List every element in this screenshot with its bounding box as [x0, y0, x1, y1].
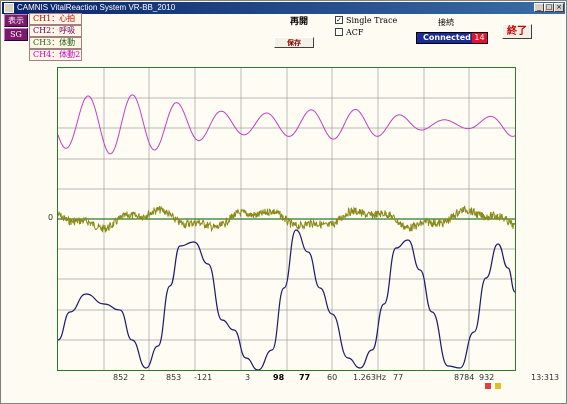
- bottom-readout-10: 8784: [454, 373, 475, 382]
- bottom-readout-11: 932: [479, 373, 495, 382]
- status-text: Connected: [423, 33, 471, 42]
- status-count: 14: [472, 33, 487, 43]
- waveform-svg: [57, 68, 516, 371]
- display-button[interactable]: 表示: [4, 14, 28, 27]
- bottom-readout-7: 60: [327, 373, 338, 382]
- channel-2-label[interactable]: CH2：呼吸: [29, 25, 82, 37]
- save-button[interactable]: 保存: [274, 37, 314, 48]
- red-indicator: [485, 383, 491, 389]
- acf-label: ACF: [346, 28, 364, 37]
- close-button[interactable]: ×: [554, 3, 564, 12]
- ch2-waveform: [57, 229, 516, 371]
- channel-4-label[interactable]: CH4：体動2: [29, 49, 82, 61]
- channel-3-label[interactable]: CH3：体動: [29, 37, 82, 49]
- ch3-waveform: [57, 205, 516, 233]
- ch4-waveform: [57, 94, 516, 155]
- app-icon: [4, 3, 14, 13]
- bottom-readout-9: 77: [393, 373, 404, 382]
- bottom-readout-5: 98: [273, 373, 285, 382]
- acf-checkbox[interactable]: [335, 28, 343, 36]
- bottom-readout-3: -121: [194, 373, 213, 382]
- bottom-readout-2: 853: [166, 373, 182, 382]
- restart-button[interactable]: 再開: [289, 17, 308, 27]
- single-trace-label: Single Trace: [346, 16, 398, 25]
- zero-label: 0: [48, 213, 54, 222]
- bottom-readout-4: 3: [245, 373, 251, 382]
- bottom-readout-8: 1.263Hz: [353, 373, 387, 382]
- connection-status: Connected 14: [416, 32, 488, 44]
- single-trace-checkbox[interactable]: ✓: [335, 16, 343, 24]
- bottom-readout-6: 77: [299, 373, 311, 382]
- time-readout: 13:313: [531, 373, 560, 382]
- title-bar[interactable]: CAMNIS VitalReaction System VR-BB_2010 _…: [2, 2, 565, 14]
- sg-button[interactable]: SG: [4, 28, 28, 41]
- exit-button[interactable]: 終了: [502, 24, 532, 39]
- connect-button[interactable]: 接続: [438, 18, 454, 27]
- channel-1-label[interactable]: CH1：心拍: [29, 13, 82, 25]
- maximize-button[interactable]: □: [544, 3, 554, 12]
- yellow-indicator: [495, 383, 501, 389]
- bottom-readout-1: 2: [140, 373, 146, 382]
- bottom-readout-0: 852: [113, 373, 129, 382]
- window-title: CAMNIS VitalReaction System VR-BB_2010: [17, 3, 176, 12]
- waveform-plot: [57, 67, 516, 371]
- minimize-button[interactable]: _: [534, 3, 544, 12]
